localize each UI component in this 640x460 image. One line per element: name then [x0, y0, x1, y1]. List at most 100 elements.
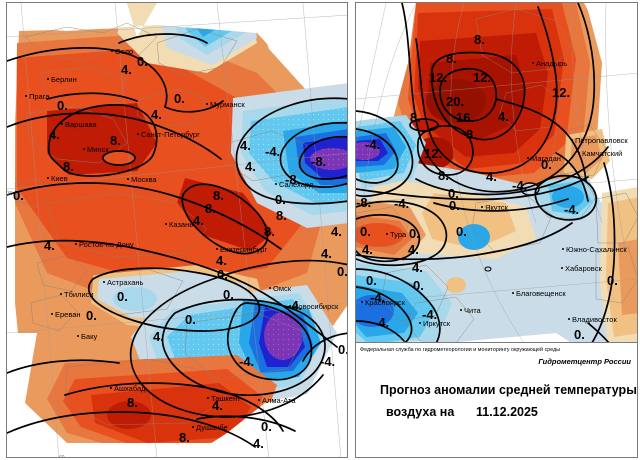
city-name: Тбилиси	[64, 290, 94, 299]
contour-label: 8.	[264, 224, 275, 239]
city-marker-dot	[51, 313, 53, 316]
city-marker-dot	[77, 335, 79, 338]
city-name: Астрахань	[107, 278, 144, 287]
contour-label: -4.	[239, 354, 255, 369]
city-marker-dot	[361, 301, 363, 304]
city-label: Иркутск	[419, 320, 450, 328]
city-label: Минск	[83, 146, 109, 154]
city-label: Астрахань	[103, 279, 143, 287]
city-label: Ростов-на-Дону	[75, 241, 134, 249]
city-label: Красноярск	[361, 299, 405, 307]
city-marker-dot	[562, 248, 564, 251]
anomaly-field-left	[7, 3, 347, 457]
city-marker-dot	[207, 397, 209, 400]
city-name: Якутск	[485, 203, 508, 212]
city-name: Киев	[51, 174, 68, 183]
city-marker-dot	[83, 148, 85, 151]
contour-label: 4.	[362, 242, 373, 257]
contour-label: 0.	[137, 54, 148, 69]
contour-label: 8.	[179, 430, 190, 445]
city-label: Хабаровск	[561, 265, 602, 273]
contour-label: -4.	[365, 137, 381, 152]
city-marker-dot	[192, 426, 194, 429]
contour-label: 0.	[13, 188, 24, 203]
city-name: Баку	[81, 332, 98, 341]
map-canvas-left	[7, 3, 347, 457]
city-label: Москва	[127, 176, 157, 184]
city-marker-dot	[532, 62, 534, 65]
contour-label: -8.	[285, 172, 301, 187]
city-label: Благовещенск	[512, 290, 566, 298]
city-label: Новосибирск	[289, 303, 338, 311]
city-name: Анадырь	[536, 59, 568, 68]
contour-label: -4.	[287, 298, 303, 313]
city-marker-dot	[47, 177, 49, 180]
contour-label: 4.	[153, 329, 164, 344]
agency-line: Федеральная служба по гидрометеорологии …	[360, 347, 561, 353]
city-name: Красноярск	[365, 298, 406, 307]
contour-label: 0.	[338, 342, 348, 357]
contour-label: -4.	[370, 290, 386, 305]
city-marker-dot	[127, 178, 129, 181]
city-marker-dot	[60, 293, 62, 296]
city-label: Южно-Сахалинск	[562, 246, 627, 254]
city-name: Новосибирск	[293, 302, 339, 311]
contour-label: 0.	[275, 192, 286, 207]
contour-label: 8.	[110, 133, 121, 148]
city-name: Тура	[390, 230, 407, 239]
contour-label: 0.	[541, 157, 552, 172]
contour-label: 0.	[409, 226, 420, 241]
forecast-date: 11.12.2025	[476, 405, 538, 419]
contour-label: -4.	[265, 144, 281, 159]
contour-label: 8.	[276, 208, 287, 223]
contour-label: 0.	[607, 273, 618, 288]
city-label: Ташкент	[207, 395, 241, 403]
city-label: Тура	[386, 231, 406, 239]
city-name: Омск	[273, 284, 292, 293]
city-label: Душанбе	[192, 424, 228, 432]
contour-label: 0.	[337, 264, 348, 279]
city-label: Ереван	[51, 311, 81, 319]
city-marker-dot	[386, 233, 388, 236]
city-label: Варшава	[61, 121, 97, 129]
contour-label: 4.	[321, 246, 332, 261]
city-label: Казань	[165, 221, 193, 229]
contour-label: 8.	[446, 51, 457, 66]
contour-label: 8.	[205, 201, 216, 216]
city-label: Прага	[25, 93, 49, 101]
contour-label: 4.	[253, 436, 264, 451]
contour-label: 12.	[552, 85, 571, 100]
hydrometcentre-line: Гидрометцентр России	[538, 357, 631, 366]
contour-label: 4.	[151, 107, 162, 122]
contour-label: 0.	[185, 312, 196, 327]
graticule-label: 30	[7, 191, 13, 197]
contour-label: 4.	[216, 253, 227, 268]
contour-label: 8.	[474, 32, 485, 47]
contour-label: 0.	[223, 287, 234, 302]
contour-label: 20.	[446, 94, 465, 109]
city-marker-dot	[289, 305, 291, 308]
contour-label: 0.	[366, 273, 377, 288]
forecast-title-line-2: воздуха на	[386, 405, 455, 419]
city-marker-dot	[571, 139, 573, 142]
city-label: Екатеринбург	[216, 246, 267, 254]
city-name: Берлин	[51, 75, 77, 84]
graticule-label: 60	[59, 455, 65, 458]
contour-label: 0.	[57, 98, 68, 113]
city-name: Ташкент	[211, 394, 241, 403]
city-name: Казань	[169, 220, 194, 229]
city-marker-dot	[460, 309, 462, 312]
contour-label: 4.	[486, 169, 497, 184]
contour-label: 4.	[408, 242, 419, 257]
contour-label: 0.	[86, 308, 97, 323]
contour-label: -4.	[512, 178, 528, 193]
contour-label: 8.	[213, 188, 224, 203]
city-label: Владивосток	[568, 316, 617, 324]
city-name: Хабаровск	[565, 264, 602, 273]
contour-label: 0.	[117, 289, 128, 304]
contour-label: 8.	[466, 127, 477, 142]
city-name: Прага	[29, 92, 50, 101]
city-marker-dot	[258, 399, 260, 402]
contour-label: 4.	[240, 138, 251, 153]
